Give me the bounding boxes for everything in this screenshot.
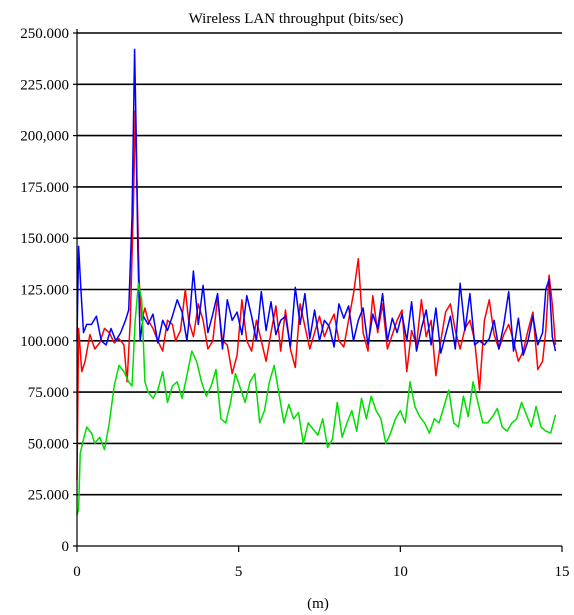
y-tick-label: 175.000 [20,180,69,196]
series-line-2 [76,48,557,356]
x-tick-label: 10 [393,564,408,580]
axes [73,29,563,552]
series-lines [76,48,557,516]
y-tick-label: 25.000 [28,488,69,504]
y-tick-labels: 0 25.000 50.000 75.000 100.000 125.000 150.000… [20,26,69,555]
series-line-1 [76,110,557,481]
x-tick-label: 0 [73,564,81,580]
x-tick-label: 15 [555,564,570,580]
y-tick-label: 125.000 [20,283,69,299]
y-tick-label: 75.000 [28,385,69,401]
series-line-3 [76,282,557,516]
chart-title: Wireless LAN throughput (bits/sec) [189,11,404,27]
y-tick-label: 100.000 [20,334,69,350]
y-tick-label: 50.000 [28,436,69,452]
x-tick-labels: 0 5 10 15 [73,564,569,580]
y-tick-label: 225.000 [20,77,69,93]
y-tick-label: 250.000 [20,26,69,42]
y-tick-label: 150.000 [20,231,69,247]
gridlines [77,32,562,496]
y-tick-label: 200,000 [20,129,69,145]
y-tick-label: 0 [62,539,70,555]
x-tick-label: 5 [235,564,243,580]
x-axis-label: (m) [307,596,329,612]
